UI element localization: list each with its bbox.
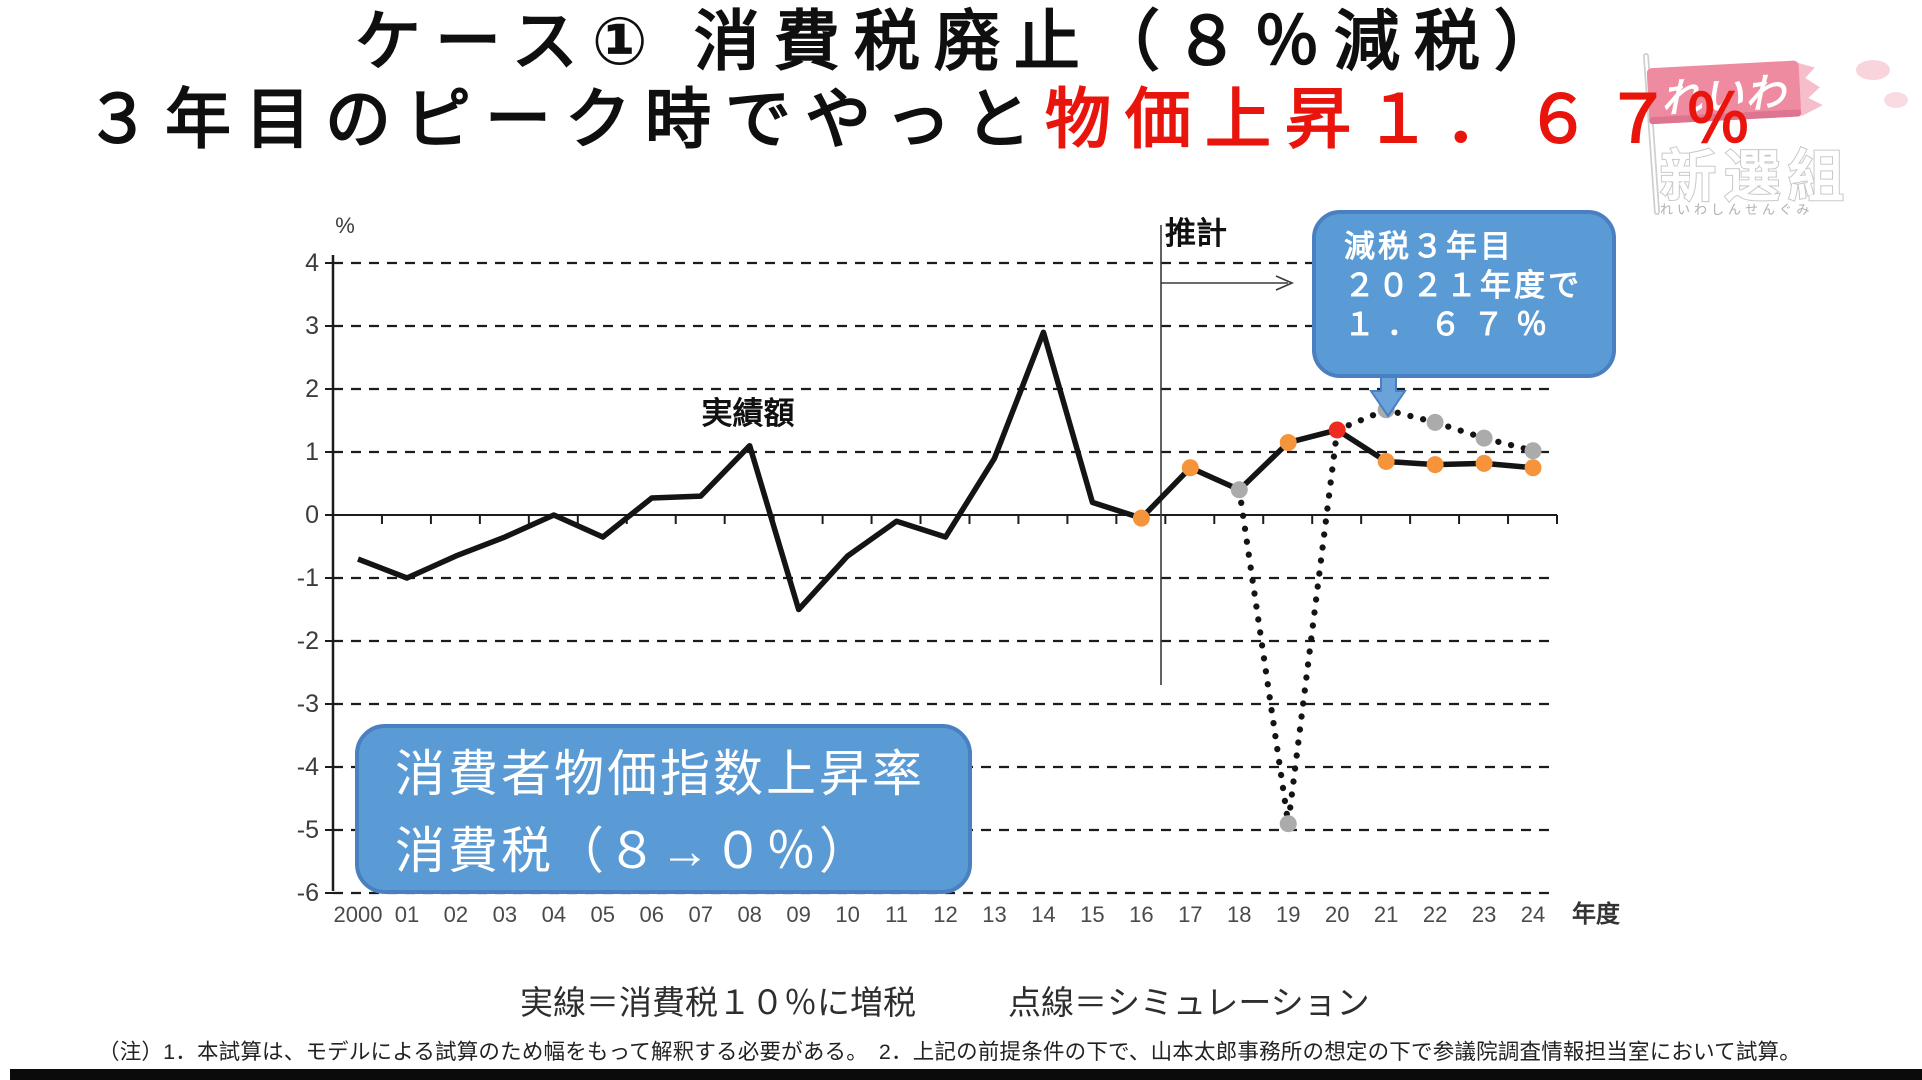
x-tick-label: 14 — [1031, 902, 1055, 927]
logo-name-text: 新選組 — [1660, 145, 1852, 208]
x-axis-unit-label: 年度 — [1572, 900, 1621, 928]
series-box-line-2: 消費税（８→０％） — [395, 823, 872, 879]
y-tick-label: -3 — [297, 690, 319, 718]
flag: れいわ — [1646, 60, 1823, 125]
x-tick-label: 15 — [1080, 902, 1104, 927]
x-tick-label: 02 — [444, 902, 468, 927]
y-tick-label: -2 — [297, 627, 319, 655]
bottom-black-bar — [10, 1069, 1922, 1080]
y-tick-label: 1 — [305, 438, 319, 466]
series-box-line-1: 消費者物価指数上昇率 — [395, 746, 925, 802]
marker-solid — [1279, 434, 1297, 452]
title-line2-red-highlight: 物価上昇１．６７％ — [1045, 82, 1765, 156]
x-tick-label: 01 — [395, 902, 419, 927]
marker-dotted — [1475, 429, 1493, 447]
marker-dotted — [1426, 413, 1444, 431]
x-tick-label: 22 — [1423, 902, 1447, 927]
x-tick-label: 17 — [1178, 902, 1202, 927]
y-axis-unit-label: % — [335, 213, 355, 238]
series-dotted-simulation — [1236, 406, 1537, 827]
logo-cloud-decoration — [1856, 60, 1890, 80]
marker-solid — [1426, 456, 1444, 474]
reiwa-shinsengumi-logo: れいわ 新選組 れいわしんせんぐみ — [1630, 48, 1920, 218]
logo-reading-text: れいわしんせんぐみ — [1660, 202, 1813, 217]
logo-graphic: れいわ 新選組 れいわしんせんぐみ — [1643, 53, 1908, 217]
estimate-label: 推計 — [1165, 216, 1227, 251]
flag-banner-shade — [1649, 109, 1802, 125]
marker-solid — [1377, 452, 1395, 470]
marker-solid — [1181, 459, 1199, 477]
footnote: （注）1．本試算は、モデルによる試算のため幅をもって解釈する必要がある。 2．上… — [98, 1040, 1801, 1064]
x-tick-label: 18 — [1227, 902, 1251, 927]
x-tick-label: 04 — [542, 902, 566, 927]
x-tick-label: 13 — [982, 902, 1006, 927]
flag-edge-zigzag — [1796, 62, 1823, 117]
x-tick-label: 11 — [885, 902, 908, 927]
y-tick-label: -4 — [297, 753, 319, 781]
y-tick-label: 4 — [305, 249, 319, 277]
logo-flag-text: れいわ — [1660, 71, 1789, 122]
title-line-1: ケース① 消費税廃止（８％減税） — [355, 4, 1574, 78]
estimate-arrow-head — [1275, 275, 1294, 291]
peak-callout-bubble: 減税３年目 ２０２１年度で １．６７％ — [1312, 210, 1616, 378]
legend-dotted-label: 点線＝シミュレーション — [1008, 984, 1370, 1021]
callout-line-1: 減税３年目 — [1344, 229, 1514, 264]
y-tick-label: -6 — [297, 879, 319, 907]
marker-dotted — [1279, 815, 1297, 833]
chart-legend: 実線＝消費税１０％に増税 点線＝シミュレーション — [520, 976, 1370, 1024]
x-tick-label: 16 — [1129, 902, 1153, 927]
x-tick-label: 20 — [1325, 902, 1349, 927]
callout-line-2: ２０２１年度で — [1344, 268, 1582, 303]
marker-solid — [1328, 421, 1346, 439]
y-tick-label: 3 — [305, 312, 319, 340]
series-description-box: 消費者物価指数上昇率 消費税（８→０％） — [355, 724, 972, 894]
x-tick-label: 07 — [688, 902, 712, 927]
marker-solid — [1230, 481, 1248, 499]
y-tick-label: 0 — [305, 501, 319, 529]
x-tick-label: 10 — [835, 902, 859, 927]
y-tick-label: -1 — [297, 564, 319, 592]
x-tick-label: 08 — [737, 902, 761, 927]
flag-banner — [1646, 60, 1802, 124]
marker-solid — [1524, 459, 1542, 477]
x-tick-label: 23 — [1472, 902, 1496, 927]
y-tick-label: -5 — [297, 816, 319, 844]
x-tick-label: 06 — [640, 902, 664, 927]
title-line2-black: ３年目のピーク時でやっと — [85, 82, 1045, 156]
logo-cloud-decoration — [1884, 92, 1908, 108]
x-tick-label: 19 — [1276, 902, 1300, 927]
y-tick-label: 2 — [305, 375, 319, 403]
x-tick-label: 05 — [591, 902, 615, 927]
title-line-2: ３年目のピーク時でやっと物価上昇１．６７％ — [85, 80, 1765, 158]
x-tick-label: 09 — [786, 902, 810, 927]
x-tick-label: 12 — [933, 902, 957, 927]
x-tick-label: 03 — [493, 902, 517, 927]
marker-solid — [1132, 509, 1150, 527]
x-tick-label: 24 — [1521, 902, 1545, 927]
callout-line-3: １．６７％ — [1344, 307, 1559, 342]
actual-series-label: 実績額 — [702, 396, 795, 431]
legend-solid-label: 実線＝消費税１０％に増税 — [520, 984, 916, 1021]
marker-dotted — [1524, 442, 1542, 460]
marker-solid — [1475, 454, 1493, 472]
x-tick-label: 2000 — [334, 902, 383, 927]
x-tick-label: 21 — [1374, 902, 1398, 927]
